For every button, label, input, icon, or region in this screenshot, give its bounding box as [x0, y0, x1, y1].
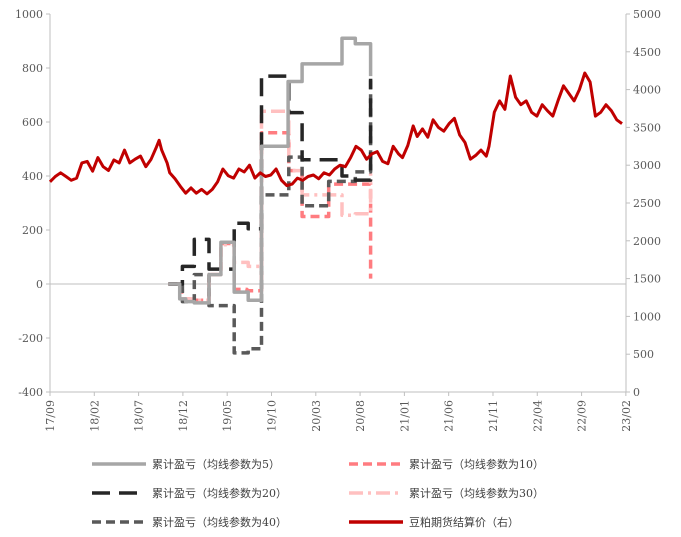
- legend-label-3: 累计盈亏（均线参数为30）: [409, 486, 544, 500]
- right-tick-label: 0: [633, 386, 640, 399]
- legend-label-1: 累计盈亏（均线参数为10）: [409, 457, 544, 471]
- right-tick-label: 1000: [633, 310, 661, 323]
- right-tick-label: 5000: [633, 8, 661, 21]
- right-tick-label: 4000: [633, 84, 661, 97]
- series-line-2: [168, 74, 373, 286]
- right-tick-label: 500: [633, 348, 654, 361]
- left-tick-label: -200: [18, 332, 43, 345]
- x-tick-label: 21/11: [487, 400, 500, 432]
- legend-label-0: 累计盈亏（均线参数为5）: [152, 457, 280, 471]
- series-lines: [48, 36, 623, 355]
- left-tick-label: 200: [22, 224, 43, 237]
- x-tick-label: 20/08: [354, 400, 367, 432]
- series-line-0: [168, 36, 373, 305]
- x-tick-label: 20/03: [310, 400, 323, 432]
- x-tick-label: 18/12: [177, 400, 190, 432]
- right-tick-label: 2000: [633, 235, 661, 248]
- x-tick-label: 22/09: [576, 400, 589, 432]
- right-tick-label: 4500: [633, 46, 661, 59]
- left-tick-label: 400: [22, 170, 43, 183]
- x-tick-label: 21/01: [398, 400, 411, 432]
- x-tick-label: 22/04: [531, 400, 544, 432]
- x-tick-label: 19/10: [265, 400, 278, 432]
- legend: 累计盈亏（均线参数为5） 累计盈亏（均线参数为10） 累计盈亏（均线参数为20） 累计…: [92, 457, 544, 529]
- right-tick-label: 3000: [633, 159, 661, 172]
- legend-label-2: 累计盈亏（均线参数为20）: [152, 486, 287, 500]
- axes: -400 -200 0 200 400 600 800 1000 0 500 1000 1500 200…: [15, 8, 661, 432]
- left-tick-label: 0: [36, 278, 43, 291]
- left-tick-label: 600: [22, 116, 43, 129]
- left-tick-label: 1000: [15, 8, 43, 21]
- series-line-3: [168, 109, 373, 302]
- right-tick-label: 2500: [633, 197, 661, 210]
- x-tick-label: 18/02: [88, 400, 101, 432]
- left-tick-label: 800: [22, 62, 43, 75]
- legend-label-4: 累计盈亏（均线参数为40）: [152, 515, 287, 529]
- x-tick-label: 18/07: [133, 400, 146, 432]
- x-tick-label: 19/05: [221, 400, 234, 432]
- x-tick-label: 23/02: [620, 400, 633, 432]
- right-tick-label: 3500: [633, 121, 661, 134]
- left-tick-label: -400: [18, 386, 43, 399]
- legend-label-5: 豆粕期货结算价（右）: [409, 515, 519, 529]
- series-line-5: [48, 71, 623, 196]
- right-tick-label: 1500: [633, 273, 661, 286]
- x-tick-label: 21/06: [443, 400, 456, 432]
- x-tick-label: 17/09: [44, 400, 57, 432]
- series-line-4: [168, 76, 373, 355]
